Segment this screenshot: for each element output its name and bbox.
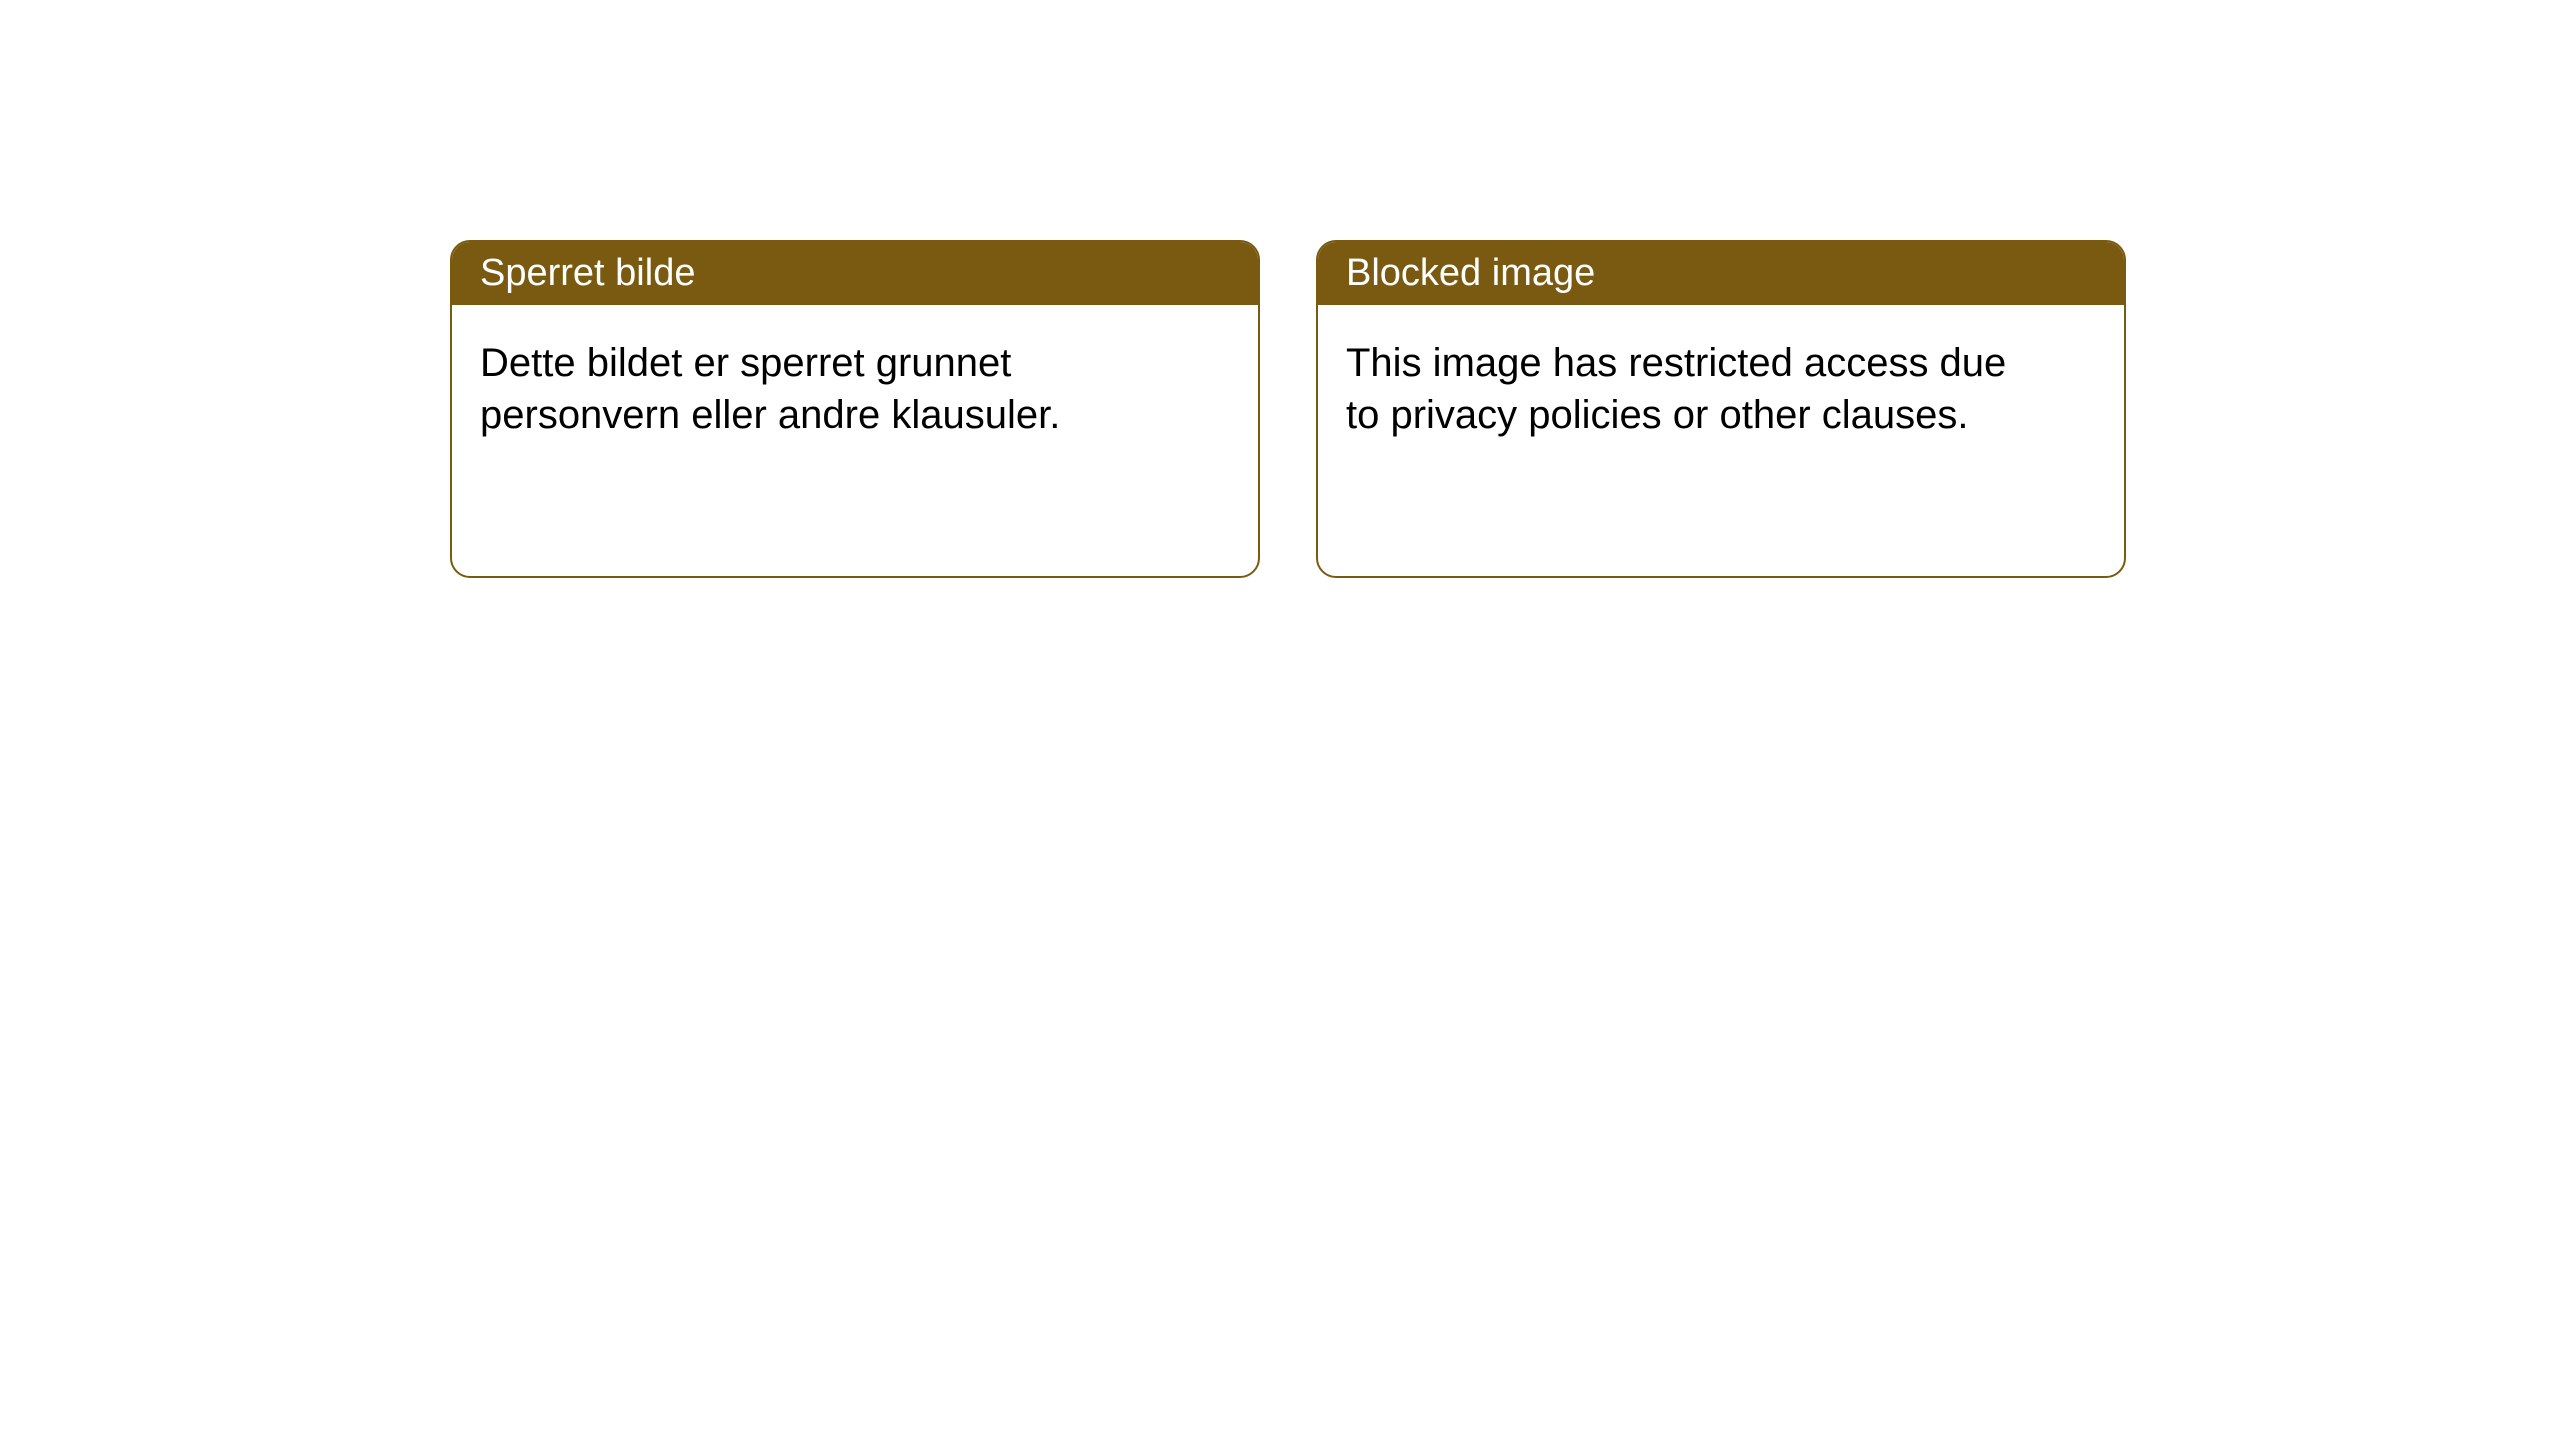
notice-header-norwegian: Sperret bilde: [452, 242, 1258, 305]
notice-text-english: This image has restricted access due to …: [1346, 337, 2046, 441]
notice-title-norwegian: Sperret bilde: [480, 252, 695, 294]
notice-header-english: Blocked image: [1318, 242, 2124, 305]
notice-container: Sperret bilde Dette bildet er sperret gr…: [450, 240, 2126, 578]
notice-card-english: Blocked image This image has restricted …: [1316, 240, 2126, 578]
notice-card-norwegian: Sperret bilde Dette bildet er sperret gr…: [450, 240, 1260, 578]
notice-body-english: This image has restricted access due to …: [1318, 305, 2124, 473]
notice-text-norwegian: Dette bildet er sperret grunnet personve…: [480, 337, 1180, 441]
notice-title-english: Blocked image: [1346, 252, 1595, 294]
notice-body-norwegian: Dette bildet er sperret grunnet personve…: [452, 305, 1258, 473]
